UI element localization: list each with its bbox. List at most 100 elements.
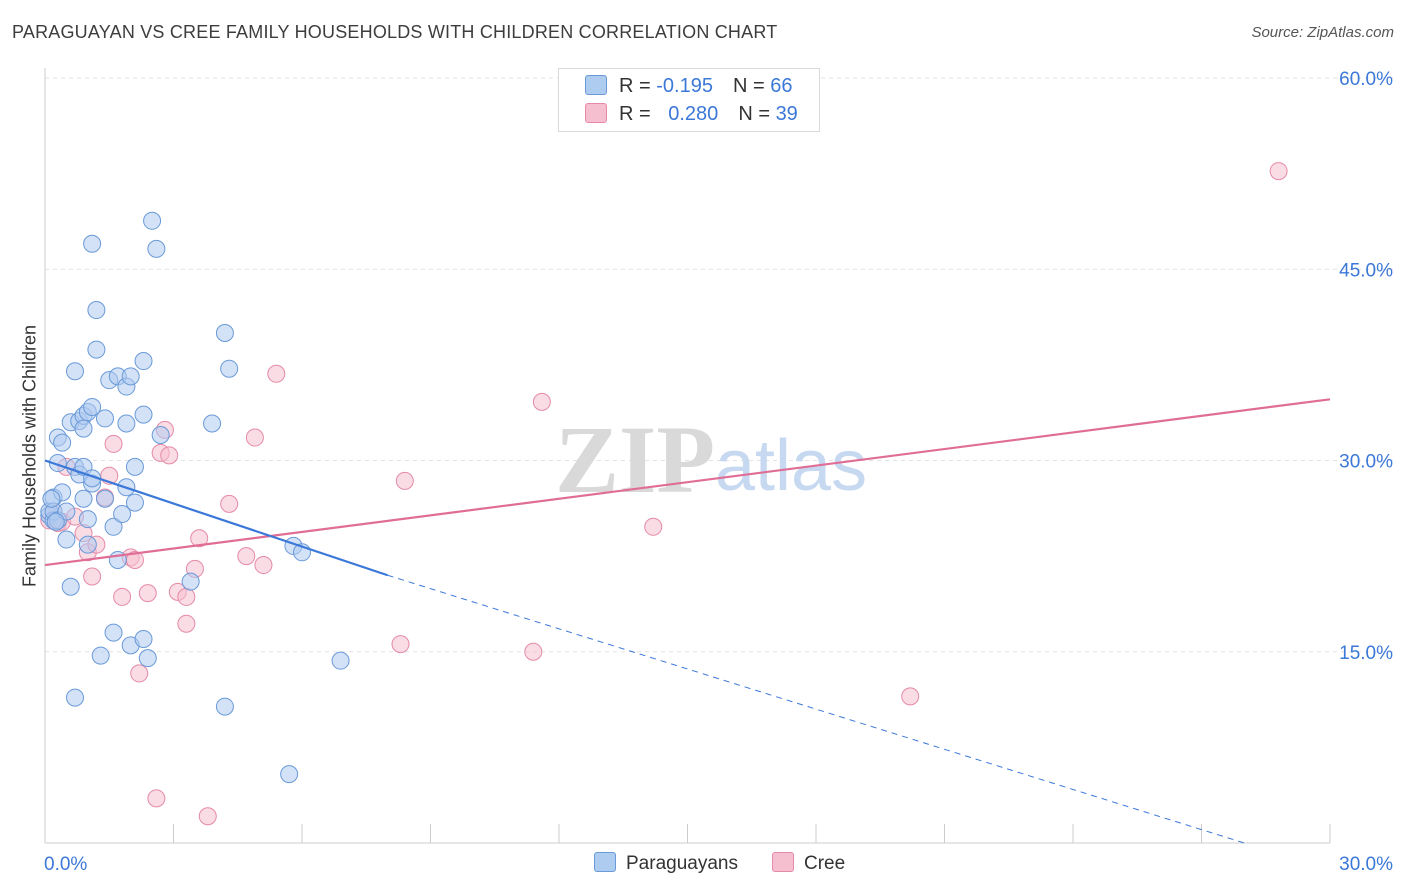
paraguayan-point — [53, 433, 72, 452]
cree-point — [177, 587, 196, 606]
paraguayan-point — [87, 340, 106, 359]
paraguayan-points — [40, 211, 350, 784]
paraguayan-point — [220, 359, 239, 378]
paraguayan-point — [331, 651, 350, 670]
bottom-legend-swatch-paraguayans — [594, 852, 616, 872]
paraguayan-point — [95, 409, 114, 428]
legend-n-label: N = — [732, 75, 771, 97]
y-tick-label: 45.0% — [1339, 260, 1393, 281]
paraguayan-point — [83, 234, 102, 253]
paraguayan-point — [117, 414, 136, 433]
y-tick-label: 60.0% — [1339, 69, 1393, 90]
cree-point — [395, 471, 414, 490]
legend-row-cree: R = 0.280 N = 39 — [585, 103, 798, 127]
tick-labels: 15.0% 30.0% 45.0% 60.0% 0.0% 30.0% — [44, 69, 1393, 875]
paraguayan-point — [151, 426, 170, 444]
x-tick-label-right: 30.0% — [1339, 854, 1393, 875]
legend-n-value: 66 — [770, 75, 793, 97]
watermark-atlas: atlas — [715, 426, 867, 506]
legend-r-label: R = — [619, 75, 657, 97]
y-tick-label: 15.0% — [1339, 643, 1393, 664]
paraguayan-point — [134, 630, 153, 648]
paraguayan-point — [91, 646, 110, 665]
cree-point — [267, 364, 286, 383]
cree-point — [104, 434, 123, 453]
legend-row-paraguayans: R = -0.195 N = 66 — [585, 75, 792, 99]
paraguayan-point — [121, 367, 140, 386]
paraguayan-point — [87, 301, 106, 320]
legend-n-value: 39 — [775, 103, 798, 125]
cree-point — [245, 428, 264, 447]
cree-point — [391, 635, 410, 654]
legend-n-label: N = — [738, 103, 776, 125]
legend-r-value: -0.195 — [656, 75, 713, 97]
y-tick-label: 30.0% — [1339, 452, 1393, 473]
paraguayan-point — [46, 512, 65, 531]
y-axis-label: Family Households with Children — [19, 324, 40, 588]
bottom-legend-swatch-cree — [772, 852, 794, 872]
cree-point — [237, 547, 256, 566]
source-note: Source: ZipAtlas.com — [1251, 24, 1394, 41]
paraguayan-point — [134, 352, 153, 371]
paraguayan-point — [143, 211, 162, 230]
bottom-legend-cree: Cree — [772, 852, 845, 875]
paraguayan-point — [65, 688, 84, 707]
cree-point — [177, 614, 196, 633]
cree-point — [254, 556, 273, 575]
paraguayan-point — [215, 324, 234, 342]
axes — [44, 68, 1331, 844]
legend-r-label: R = — [619, 103, 657, 125]
cree-point — [220, 494, 239, 513]
paraguayan-point — [280, 765, 299, 784]
gridlines — [45, 77, 1395, 653]
paraguayan-point — [125, 457, 144, 476]
paraguayan-point — [74, 419, 93, 438]
paraguayan-trend-extension — [387, 574, 1245, 844]
cree-point — [644, 517, 663, 536]
legend-swatch-cree — [585, 103, 607, 123]
cree-point — [130, 664, 149, 683]
paraguayan-trend-line — [44, 459, 389, 577]
paraguayan-point — [42, 489, 61, 508]
paraguayan-point — [95, 489, 114, 508]
cree-point — [901, 687, 920, 706]
cree-point — [190, 529, 209, 548]
paraguayan-point — [57, 530, 76, 549]
bottom-legend-label-cree: Cree — [804, 853, 846, 874]
cree-point — [1269, 162, 1288, 181]
cree-point — [147, 789, 166, 808]
paraguayan-point — [104, 517, 123, 536]
bottom-legend-paraguayans: Paraguayans — [594, 852, 738, 875]
bottom-legend-label-paraguayans: Paraguayans — [626, 853, 738, 874]
correlation-legend: R = -0.195 N = 66 R = 0.280 N = 39 — [558, 68, 820, 132]
paraguayan-point — [203, 414, 222, 433]
paraguayan-point — [138, 649, 157, 668]
cree-trend-line — [44, 398, 1331, 567]
cree-point — [113, 587, 132, 606]
x-tick-label-left: 0.0% — [44, 854, 87, 875]
paraguayan-point — [181, 572, 200, 591]
paraguayan-point — [74, 489, 93, 508]
cree-point — [83, 567, 102, 586]
paraguayan-point — [125, 493, 144, 512]
paraguayan-point — [104, 623, 123, 642]
paraguayan-point — [215, 697, 234, 716]
trend-lines — [44, 398, 1331, 844]
paraguayan-point — [134, 405, 153, 424]
cree-point — [198, 807, 217, 826]
paraguayan-point — [65, 362, 84, 381]
paraguayan-point — [78, 510, 97, 529]
legend-r-value: 0.280 — [668, 103, 719, 125]
paraguayan-point — [83, 397, 102, 416]
cree-point — [138, 584, 157, 603]
paraguayan-point — [61, 577, 80, 596]
cree-point — [532, 392, 551, 411]
paraguayan-point — [147, 239, 166, 258]
cree-point — [160, 446, 179, 465]
paraguayan-point — [113, 505, 132, 524]
cree-point — [524, 642, 543, 661]
chart-title: PARAGUAYAN VS CREE FAMILY HOUSEHOLDS WIT… — [12, 22, 778, 42]
paraguayan-point — [78, 535, 97, 554]
watermark: ZIP atlas — [555, 406, 867, 513]
